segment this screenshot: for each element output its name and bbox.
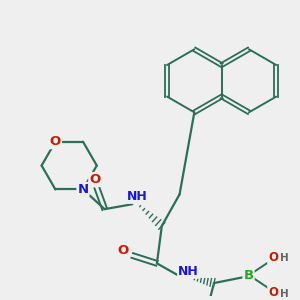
Text: O: O	[50, 135, 61, 148]
Text: H: H	[280, 254, 288, 263]
Text: NH: NH	[127, 190, 148, 203]
Text: H: H	[280, 289, 288, 299]
Text: O: O	[268, 251, 278, 264]
Text: NH: NH	[178, 265, 199, 278]
Text: B: B	[244, 269, 254, 282]
Text: O: O	[118, 244, 129, 257]
Text: O: O	[89, 173, 100, 186]
Text: O: O	[268, 286, 278, 299]
Text: N: N	[77, 183, 88, 196]
